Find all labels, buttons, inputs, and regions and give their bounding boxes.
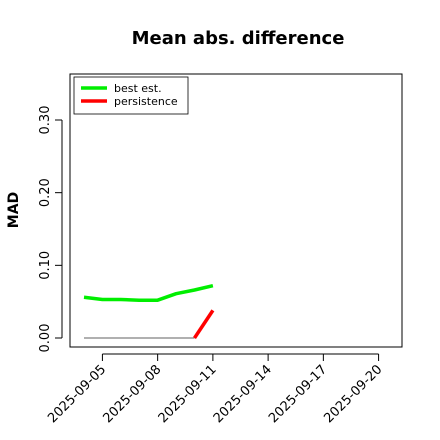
x-axis: 2025-09-052025-09-082025-09-112025-09-14… <box>45 353 385 426</box>
x-tick-label: 2025-09-11 <box>156 362 220 426</box>
series-line-best-est <box>83 283 214 302</box>
legend-label: best est. <box>114 82 162 95</box>
legend-box <box>73 76 189 115</box>
y-axis: 0.00 0.10 0.20 0.30 <box>38 106 63 353</box>
y-tick-label: 0.10 <box>38 251 53 280</box>
legend-label: persistence <box>114 95 178 108</box>
x-tick-label: 2025-09-20 <box>321 362 385 426</box>
plot-frame <box>69 73 403 348</box>
x-tick-label: 2025-09-05 <box>45 362 109 426</box>
y-tick-label: 0.00 <box>38 324 53 353</box>
series-layer <box>83 283 215 339</box>
y-tick-label: 0.30 <box>38 106 53 135</box>
series-line-persistence <box>193 309 215 339</box>
y-axis-label: MAD <box>6 192 22 228</box>
y-tick-label: 0.20 <box>38 178 53 207</box>
chart-title: Mean abs. difference <box>132 28 345 49</box>
x-tick-label: 2025-09-14 <box>211 362 275 426</box>
x-tick-label: 2025-09-08 <box>100 362 164 426</box>
legend: best est.persistence <box>73 76 189 115</box>
x-tick-label: 2025-09-17 <box>266 362 330 426</box>
